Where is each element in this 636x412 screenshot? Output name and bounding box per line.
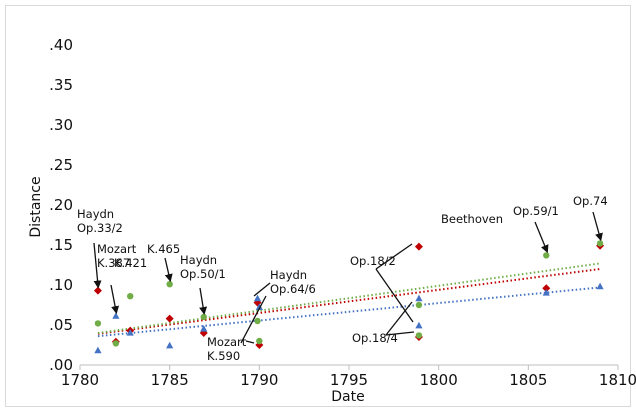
annotation-arrow [534, 221, 549, 254]
circle-point [112, 340, 120, 347]
annotation-arrow [93, 242, 102, 289]
y-tick-label: .00 [49, 356, 73, 374]
x-tick-label: 1805 [509, 371, 547, 389]
annotation: Op.74 [573, 194, 608, 242]
annotation-arrow [240, 295, 267, 344]
triangle-point [542, 289, 550, 296]
diamond-point [165, 314, 174, 323]
triangle-point [126, 329, 134, 336]
triangle-point [94, 346, 102, 354]
annotation: K.421 [114, 256, 147, 270]
triangle-point [255, 303, 263, 310]
annotation-arrow [375, 268, 414, 323]
annotation-label: Mozart [207, 335, 247, 349]
annotation-label: Op.18/4 [352, 331, 398, 345]
trendline-diamond [97, 268, 601, 335]
annotation-arrow [245, 340, 255, 344]
circle-point [415, 332, 423, 339]
annotation: K.465 [147, 242, 180, 283]
annotation-arrow [375, 243, 413, 270]
annotation-label: Mozart [97, 242, 137, 256]
annotation: Op.18/2 [350, 243, 414, 323]
triangle-point [112, 312, 120, 319]
annotation: Beethoven [441, 212, 503, 226]
annotation-label: K.387 [97, 256, 130, 270]
y-tick-label: .40 [49, 36, 73, 54]
annotations: HaydnOp.33/2MozartK.387K.421K.465HaydnOp… [77, 194, 608, 363]
y-axis-title: Distance [28, 176, 44, 237]
x-tick-label: 1795 [330, 371, 368, 389]
triangle-point [200, 325, 208, 332]
y-tick-label: .20 [49, 196, 73, 214]
y-tick-label: .25 [49, 156, 73, 174]
diamond-point [542, 284, 551, 293]
annotation-label: Beethoven [441, 212, 503, 226]
triangle-point [253, 294, 262, 302]
y-tick-label: .30 [49, 116, 73, 134]
circle-point [166, 281, 173, 288]
circle-point [200, 313, 207, 321]
circle-point [254, 317, 261, 325]
circle-point [94, 320, 102, 327]
x-tick-label: 1785 [151, 371, 189, 389]
annotation-label: Op.74 [573, 194, 608, 208]
annotation-label: K.465 [147, 242, 180, 256]
trendline-circle [97, 262, 601, 334]
annotation-label: Op.59/1 [513, 204, 559, 218]
annotation: Op.59/1 [513, 204, 559, 254]
annotation-arrow [385, 301, 413, 336]
data-points [93, 240, 605, 354]
annotation-label: K.421 [114, 256, 147, 270]
y-tick-label: .10 [49, 276, 73, 294]
annotation-arrow [592, 211, 603, 242]
annotation-label: Op.64/6 [270, 282, 316, 296]
axes: 1780 1785 1790 1795 1800 1805 1810 .00 .05 .10 .15… [49, 36, 636, 389]
x-tick-label: 1800 [420, 371, 458, 389]
annotation: Op.18/4 [352, 301, 415, 345]
annotation-arrow [385, 331, 415, 336]
annotation-label: Op.18/2 [350, 254, 396, 268]
triangle-point [166, 341, 174, 349]
diamond-point [414, 242, 423, 251]
annotation-label: K.590 [207, 349, 240, 363]
triangle-point [415, 294, 423, 302]
x-axis-title: Date [331, 389, 364, 405]
annotation-label: Op.50/1 [180, 267, 226, 281]
circle-point [543, 252, 550, 259]
circle-point [415, 301, 423, 309]
triangle-point [596, 282, 604, 290]
x-tick-label: 1790 [240, 371, 278, 389]
y-tick-label: .15 [49, 236, 73, 254]
triangle-point [415, 321, 423, 329]
annotation-label: Haydn [270, 268, 307, 282]
annotation-label: Op.33/2 [77, 221, 123, 235]
diamond-point [93, 286, 102, 295]
y-tick-label: .35 [49, 76, 73, 94]
trendlines [97, 262, 601, 338]
circle-point [256, 337, 263, 345]
y-tick-label: .05 [49, 316, 73, 334]
circle-point [596, 240, 604, 247]
circle-point [127, 293, 134, 300]
annotation-label: Haydn [180, 253, 217, 267]
trendline-triangle [97, 286, 601, 338]
chart-frame [5, 5, 631, 407]
annotation-arrow [253, 282, 271, 297]
x-tick-label: 1810 [599, 371, 636, 389]
x-tick-label: 1780 [61, 371, 99, 389]
annotation-arrow [164, 257, 173, 283]
annotation-label: Haydn [77, 207, 114, 221]
annotation-arrow [199, 287, 208, 315]
annotation-arrow [110, 284, 120, 315]
